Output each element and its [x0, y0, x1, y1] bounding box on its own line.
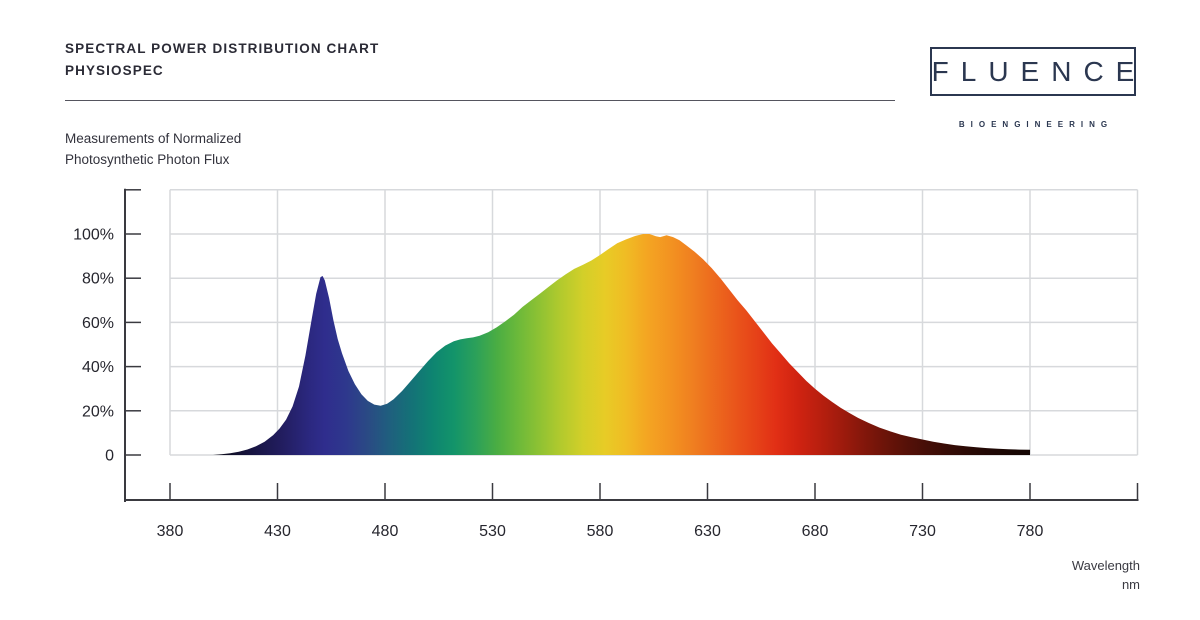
- chart-subtitle: PHYSIOSPEC: [65, 63, 164, 78]
- y-tick-label: 60%: [82, 315, 114, 332]
- chart-plot-area: 100% 80% 60% 40% 20% 0 380 430 480 530 580 630 680 73…: [73, 188, 1139, 541]
- title-block: SPECTRAL POWER DISTRIBUTION CHART PHYSIO…: [65, 38, 379, 82]
- x-tick-label: 430: [264, 523, 291, 540]
- x-tick-label: 680: [802, 523, 829, 540]
- y-tick-label: 100%: [73, 227, 114, 244]
- x-axis-unit: nm: [1122, 577, 1140, 592]
- y-axis-description-line2: Photosynthetic Photon Flux: [65, 152, 230, 167]
- x-tick-label: 630: [694, 523, 721, 540]
- x-tick-label: 530: [479, 523, 506, 540]
- y-tick-label: 20%: [82, 403, 114, 420]
- x-tick-label: 730: [909, 523, 936, 540]
- y-axis-description-line1: Measurements of Normalized: [65, 131, 242, 146]
- y-axis-description: Measurements of Normalized Photosyntheti…: [65, 128, 241, 170]
- x-tick-label: 580: [587, 523, 614, 540]
- header-divider: [65, 100, 895, 101]
- fluence-logo: FLUENCE BIOENGINEERING: [930, 47, 1136, 129]
- y-tick-label: 0: [105, 448, 114, 465]
- x-tick-label: 780: [1017, 523, 1044, 540]
- axes: [124, 188, 1139, 502]
- x-tick-label: 480: [372, 523, 399, 540]
- logo-subtext: BIOENGINEERING: [958, 120, 1114, 129]
- tick-labels: 100% 80% 60% 40% 20% 0 380 430 480 530 580 630 680 73…: [73, 227, 1043, 541]
- y-tick-label: 40%: [82, 359, 114, 376]
- spectrum-area: [213, 234, 1030, 455]
- x-tick-label: 380: [157, 523, 184, 540]
- logo-box: FLUENCE: [930, 47, 1136, 96]
- chart-title: SPECTRAL POWER DISTRIBUTION CHART: [65, 41, 380, 56]
- y-tick-label: 80%: [82, 271, 114, 288]
- x-axis-title: Wavelength: [1072, 558, 1140, 573]
- logo-text: FLUENCE: [931, 55, 1147, 87]
